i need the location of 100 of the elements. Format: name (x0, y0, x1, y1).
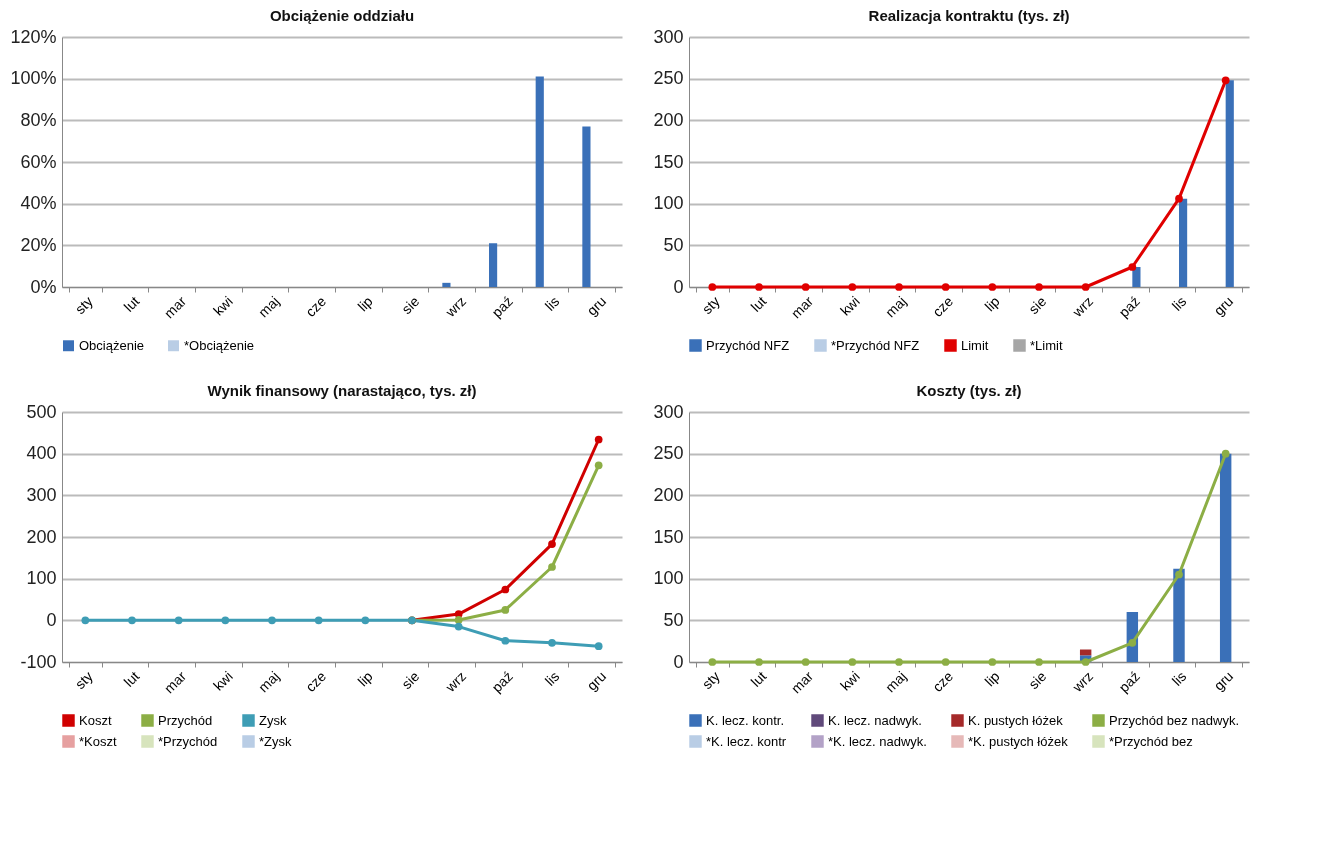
point (1175, 570, 1183, 579)
y-tick-label: 0 (673, 651, 684, 672)
x-tick-label: maj (882, 668, 910, 696)
chart-title: Obciążenie oddziału (269, 7, 415, 24)
point (221, 616, 230, 625)
x-tick-label: sty (71, 293, 96, 318)
bar (582, 126, 591, 287)
legend-label: Zysk (259, 712, 287, 728)
x-tick-label: maj (255, 293, 283, 321)
point (755, 283, 763, 291)
x-tick-label: sie (1025, 667, 1050, 693)
point (594, 435, 603, 444)
y-tick-label: 50 (663, 609, 684, 630)
x-tick-label: maj (255, 668, 283, 696)
legend-label: *K. pustych łóżek (968, 733, 1069, 749)
y-tick-label: 100 (653, 568, 684, 589)
x-tick-label: cze (929, 292, 957, 320)
legend-label: *Limit (1030, 337, 1063, 353)
legend-label: K. lecz. nadwyk. (828, 712, 922, 728)
x-tick-label: wrz (441, 293, 470, 321)
x-tick-label: kwi (210, 293, 236, 319)
x-tick-label: gru (583, 293, 610, 319)
bar (489, 243, 498, 287)
point (1081, 283, 1090, 291)
x-tick-label: mar (160, 292, 190, 322)
point (361, 616, 370, 625)
x-tick-label: lut (120, 293, 143, 315)
legend-label: K. lecz. kontr. (706, 712, 785, 728)
point (801, 283, 810, 291)
y-tick-label: 400 (26, 443, 57, 464)
point (988, 658, 997, 666)
y-tick-label: 0 (673, 276, 684, 297)
x-tick-label: sie (398, 292, 423, 318)
point (941, 283, 950, 291)
y-tick-label: 40% (20, 193, 57, 214)
point (941, 658, 950, 666)
point (708, 283, 717, 291)
x-tick-label: mar (787, 292, 817, 322)
legend-label: Obciążenie (79, 337, 145, 353)
y-tick-label: 200 (653, 109, 684, 130)
point (848, 658, 857, 666)
x-tick-label: maj (882, 293, 910, 321)
y-tick-label: 0 (46, 609, 57, 630)
x-tick-label: sie (1025, 292, 1050, 318)
x-tick-label: sty (698, 668, 723, 693)
chart-title: Realizacja kontraktu (tys. zł) (868, 7, 1070, 24)
point (174, 616, 183, 625)
y-tick-label: 250 (653, 68, 684, 89)
point (81, 616, 90, 625)
point (1035, 283, 1043, 291)
legend-label: Koszt (79, 712, 112, 728)
legend-label: Limit (961, 337, 989, 353)
point (128, 616, 136, 625)
y-tick-label: 100% (10, 68, 57, 89)
point (501, 585, 510, 594)
point (1221, 449, 1230, 458)
y-tick-label: 150 (653, 151, 684, 172)
x-tick-label: cze (302, 292, 330, 320)
x-tick-label: lis (541, 293, 563, 314)
point (1081, 658, 1090, 666)
y-tick-label: 100 (26, 568, 57, 589)
y-tick-label: 250 (653, 443, 684, 464)
x-tick-label: lis (1168, 293, 1190, 314)
point (1128, 263, 1137, 271)
x-tick-label: wrz (441, 668, 470, 696)
x-tick-label: mar (160, 667, 190, 697)
legend-label: *K. lecz. kontr (706, 733, 787, 749)
x-tick-label: lip (354, 667, 376, 690)
point (1221, 76, 1230, 85)
x-tick-label: kwi (837, 293, 863, 319)
x-tick-label: lis (1168, 668, 1190, 689)
legend-label: *K. lecz. nadwyk. (828, 733, 927, 749)
x-tick-label: sie (398, 667, 423, 693)
point (801, 658, 810, 666)
point (454, 622, 463, 631)
y-tick-label: 200 (26, 526, 57, 547)
point (501, 636, 510, 645)
point (895, 658, 903, 666)
x-tick-label: lis (541, 668, 563, 689)
x-tick-label: lip (354, 292, 376, 315)
x-tick-label: kwi (837, 668, 863, 694)
bar (442, 282, 451, 287)
y-tick-label: 60% (20, 151, 57, 172)
point (1128, 638, 1137, 647)
legend-label: *Przychód NFZ (831, 337, 920, 353)
point (848, 283, 857, 291)
legend-label: *Koszt (79, 733, 117, 749)
y-tick-label: 100 (653, 193, 684, 214)
legend-label: *Przychód (158, 733, 218, 749)
point (548, 563, 556, 571)
legend-label: Przychód NFZ (706, 337, 790, 353)
legend-label: K. pustych łóżek (968, 712, 1064, 728)
legend-label: Przychód (158, 712, 213, 728)
x-tick-label: wrz (1068, 668, 1097, 696)
point (548, 540, 556, 548)
y-tick-label: 150 (653, 526, 684, 547)
y-tick-label: -100 (20, 651, 57, 672)
point (501, 606, 510, 614)
y-tick-label: 120% (10, 26, 57, 47)
x-tick-label: lut (120, 668, 143, 690)
